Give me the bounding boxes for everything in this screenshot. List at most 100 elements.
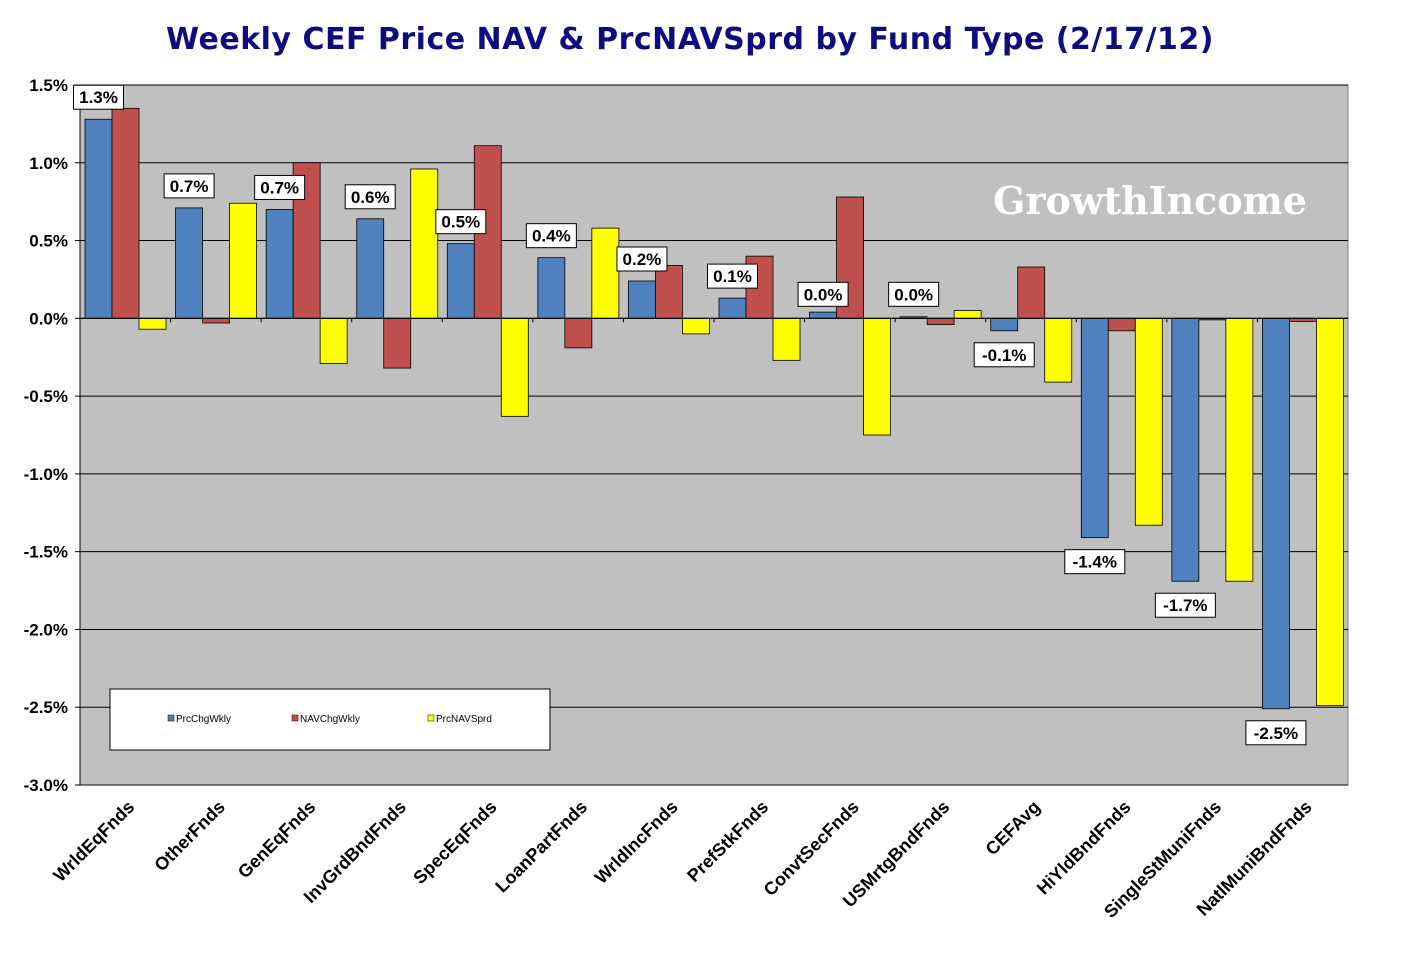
- bar-prcnavsprd: [319, 317, 348, 364]
- data-label: 0.1%: [713, 267, 752, 286]
- data-label: 0.7%: [260, 178, 299, 197]
- bar-prcchgwkly: [175, 207, 203, 319]
- data-label-group: 0.4%: [525, 223, 577, 249]
- category-label: WrldIncFnds: [591, 797, 682, 888]
- data-label: 0.6%: [351, 188, 390, 207]
- watermark-text: GrowthIncome: [993, 178, 1307, 223]
- data-label-group: -1.7%: [1154, 592, 1216, 618]
- bar-prcnavsprd: [1225, 317, 1254, 582]
- data-label-box: [163, 173, 215, 199]
- data-label-group: 0.2%: [616, 246, 668, 272]
- category-label: HiYldBndFnds: [1033, 797, 1135, 899]
- bar-prcnavsprd: [863, 317, 891, 436]
- bar-prcchgwkly: [446, 243, 475, 319]
- bar-navchgwkly: [1107, 317, 1136, 332]
- bar-prcnavsprd: [229, 202, 257, 319]
- legend-swatch-prcchgwkly: [167, 714, 175, 722]
- data-label-group: 0.0%: [797, 281, 849, 307]
- data-label-group: -0.1%: [973, 342, 1035, 368]
- data-label: 0.5%: [441, 213, 480, 232]
- bar-prcnavsprd: [410, 168, 439, 319]
- category-label: CEFAvg: [982, 797, 1044, 859]
- y-tick-label: -1.0%: [24, 465, 68, 484]
- y-tick-label: 1.5%: [29, 76, 68, 95]
- y-tick-label: -1.5%: [24, 543, 68, 562]
- bar-navchgwkly: [655, 265, 683, 319]
- bar-prcchgwkly: [628, 280, 656, 319]
- bar-prcnavsprd: [591, 227, 620, 319]
- chart-title: Weekly CEF Price NAV & PrcNAVSprd by Fun…: [166, 22, 1214, 57]
- bar-prcchgwkly: [1080, 317, 1109, 539]
- legend-label: PrcChgWkly: [176, 714, 231, 725]
- data-label-box: [1154, 592, 1216, 618]
- data-label-box: [435, 209, 487, 235]
- y-tick-label: -0.5%: [24, 387, 68, 406]
- data-label: 0.0%: [894, 285, 933, 304]
- bar-prcnavsprd: [1316, 317, 1344, 707]
- data-label-box: [707, 263, 758, 289]
- bar-prcnavsprd: [953, 310, 982, 319]
- bar-prcnavsprd: [500, 317, 529, 417]
- data-label: -1.7%: [1163, 596, 1207, 615]
- bar-prcchgwkly: [265, 209, 294, 319]
- legend-swatch-prcnavsprd: [427, 714, 435, 722]
- bar-prcchgwkly: [537, 257, 566, 319]
- data-label: -1.4%: [1073, 553, 1117, 572]
- data-label: 1.3%: [79, 88, 118, 107]
- data-label-box: [616, 246, 668, 272]
- legend: PrcChgWkly NAVChgWkly PrcNAVSprd: [109, 688, 551, 751]
- category-label: GenEqFnds: [234, 797, 320, 883]
- bar-prcchgwkly: [1262, 317, 1290, 710]
- category-label: OtherFnds: [150, 797, 228, 875]
- data-label-box: [797, 281, 849, 307]
- y-tick-label: -3.0%: [24, 776, 68, 795]
- y-tick-label: 0.5%: [29, 232, 68, 251]
- data-label: 0.7%: [170, 177, 209, 196]
- data-label-box: [73, 84, 124, 110]
- legend-label: PrcNAVSprd: [436, 714, 492, 725]
- data-label-box: [1245, 720, 1307, 746]
- y-tick-label: 1.0%: [29, 154, 68, 173]
- bar-navchgwkly: [292, 162, 321, 319]
- data-label-group: 0.6%: [344, 184, 396, 210]
- data-label-group: 1.3%: [73, 84, 124, 110]
- data-label: 0.0%: [804, 285, 843, 304]
- legend-swatch-navchgwkly: [291, 714, 299, 722]
- category-label: PrefStkFnds: [683, 797, 772, 886]
- data-label-group: 0.7%: [254, 174, 306, 200]
- legend-box: [109, 688, 551, 751]
- bar-prcnavsprd: [772, 317, 801, 361]
- bar-prcchgwkly: [356, 218, 385, 319]
- data-label-box: [344, 184, 396, 210]
- bar-prcnavsprd: [682, 317, 710, 335]
- bar-prcchgwkly: [718, 297, 747, 319]
- data-label-box: [525, 223, 577, 249]
- bar-prcchgwkly: [990, 317, 1019, 332]
- bar-prcnavsprd: [1044, 317, 1073, 383]
- data-label-box: [1064, 549, 1126, 575]
- data-label-group: -2.5%: [1245, 720, 1307, 746]
- data-labels: 1.3% 0.7% 0.7% 0.6% 0.5% 0.4% 0.2% 0.1% 0.0% 0.0%…: [73, 84, 1307, 746]
- data-label-box: [888, 281, 940, 307]
- data-label-group: 0.0%: [888, 281, 940, 307]
- bar-prcnavsprd: [1134, 317, 1163, 526]
- bar-navchgwkly: [383, 317, 412, 369]
- data-label: 0.2%: [623, 250, 662, 269]
- data-label-box: [973, 342, 1035, 368]
- y-tick-label: -2.0%: [24, 620, 68, 639]
- y-tick-label: -2.5%: [24, 698, 68, 717]
- bar-navchgwkly: [111, 107, 140, 319]
- category-label: WrldEqFnds: [49, 797, 138, 886]
- data-label: -0.1%: [982, 346, 1026, 365]
- bar-navchgwkly: [564, 317, 593, 349]
- y-tick-label: 0.0%: [29, 309, 68, 328]
- bar-prcchgwkly: [809, 311, 837, 319]
- legend-label: NAVChgWkly: [300, 714, 360, 725]
- data-label-box: [254, 174, 306, 200]
- data-label-group: -1.4%: [1064, 549, 1126, 575]
- bar-prcchgwkly: [84, 118, 113, 319]
- bar-prcnavsprd: [138, 317, 167, 330]
- category-label: SpecEqFnds: [409, 797, 500, 888]
- data-label: 0.4%: [532, 227, 571, 246]
